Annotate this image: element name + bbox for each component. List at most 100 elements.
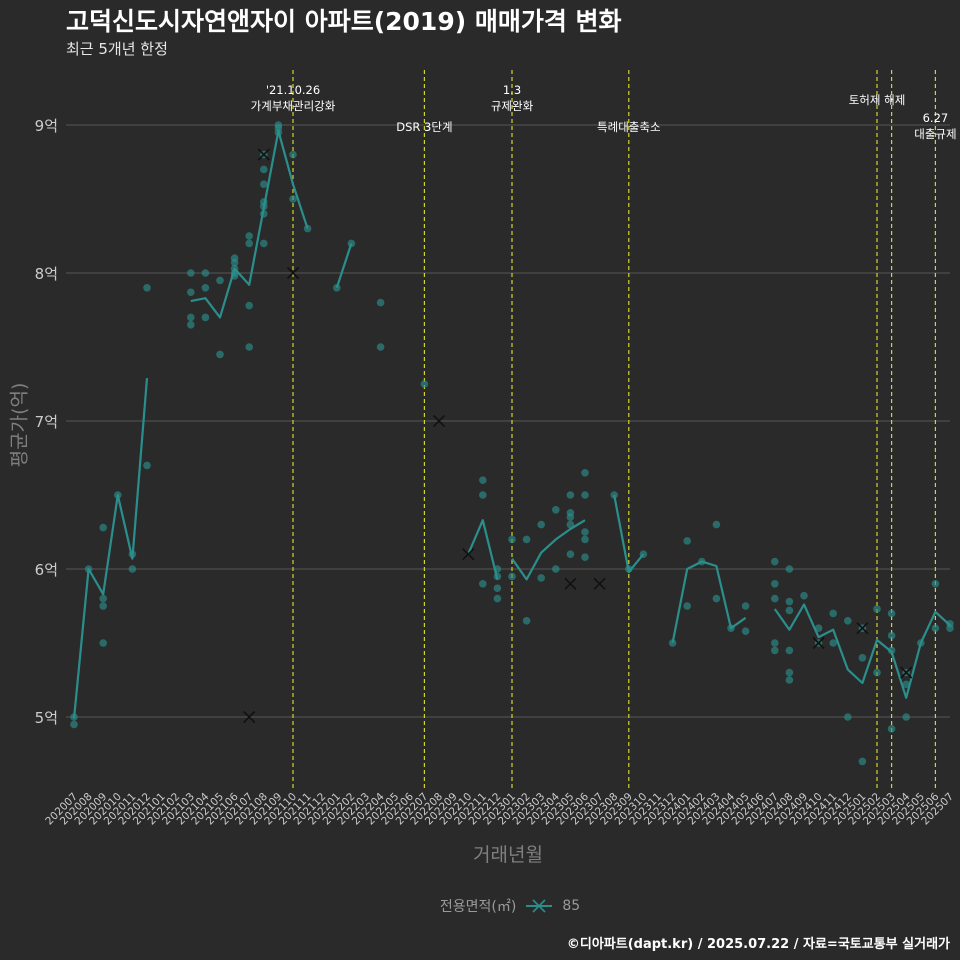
series-cross-markers — [243, 148, 913, 724]
y-tick-label: 8억 — [35, 265, 58, 283]
policy-annotation-label: 가계부채관리강화 — [251, 99, 336, 113]
series-lines — [72, 129, 951, 719]
data-point — [931, 580, 940, 588]
data-point — [376, 343, 385, 351]
data-cross-marker — [564, 577, 577, 590]
data-point — [785, 597, 794, 606]
data-point — [245, 239, 253, 248]
data-point — [844, 617, 852, 625]
data-point — [230, 272, 239, 280]
source-caption: ©디아파트(dapt.kr) / 2025.07.22 / 자료=국토교통부 실… — [566, 937, 950, 952]
data-point — [566, 550, 575, 558]
policy-annotation-label: 토허제 해제 — [849, 93, 906, 107]
data-point — [581, 491, 589, 499]
data-point — [289, 150, 297, 159]
policy-annotation-label: 규제완화 — [491, 99, 534, 113]
data-point — [420, 380, 429, 388]
data-point — [887, 725, 896, 733]
cross-stroke-b — [900, 666, 913, 679]
data-point — [829, 609, 837, 618]
data-point — [245, 232, 253, 240]
data-point — [712, 520, 721, 529]
data-point — [479, 580, 487, 588]
data-point — [887, 646, 896, 655]
data-point — [771, 580, 779, 588]
data-point — [902, 680, 910, 689]
data-point — [902, 713, 910, 721]
cross-stroke-b — [257, 148, 270, 161]
data-point — [493, 594, 502, 603]
data-point — [128, 550, 137, 558]
policy-annotation-label: 1.3 — [503, 83, 521, 97]
x-axis-ticks: 2020072020082020092020102020112020122021… — [43, 790, 956, 827]
data-cross-marker — [257, 148, 270, 161]
data-point — [858, 757, 867, 766]
series-line-segment — [671, 560, 747, 644]
data-point — [552, 565, 560, 573]
series-line-segment — [335, 243, 353, 289]
data-point — [537, 574, 545, 582]
cross-stroke-b — [593, 577, 606, 590]
data-point — [771, 639, 779, 647]
data-point — [727, 624, 735, 632]
data-point — [552, 506, 560, 514]
data-point — [143, 461, 151, 470]
y-tick-label: 5억 — [35, 709, 58, 727]
data-point — [639, 550, 648, 558]
y-tick-label: 6억 — [35, 561, 58, 579]
data-point — [187, 288, 195, 297]
data-point — [771, 646, 779, 655]
data-point — [70, 720, 78, 729]
data-point — [479, 476, 487, 485]
data-cross-marker — [243, 710, 256, 724]
data-cross-marker — [593, 577, 606, 590]
series-line-segment — [190, 129, 309, 319]
data-cross-marker — [462, 548, 475, 561]
data-point — [858, 654, 867, 662]
data-point — [260, 165, 268, 174]
data-cross-marker — [812, 636, 825, 650]
y-axis-ticks: 5억 6억 7억 8억 9억 — [35, 117, 58, 727]
policy-annotation-label: DSR 3단계 — [396, 120, 452, 134]
grid-lines — [66, 124, 950, 718]
data-point — [785, 606, 794, 615]
x-axis-title: 거래년월 — [473, 844, 543, 866]
chart-subtitle: 최근 5개년 한정 — [66, 40, 168, 58]
policy-annotation-label: 대출규제 — [914, 127, 956, 141]
data-point — [566, 491, 575, 499]
data-point — [581, 528, 589, 536]
data-point — [333, 284, 341, 292]
data-point — [844, 713, 852, 721]
data-point — [274, 128, 283, 137]
series-line-segment — [511, 519, 586, 581]
data-point — [522, 617, 531, 625]
data-point — [99, 594, 107, 603]
data-point — [260, 210, 268, 218]
data-point — [303, 224, 312, 233]
data-point — [230, 264, 239, 273]
data-point — [917, 639, 925, 647]
data-point — [187, 321, 195, 329]
data-point — [508, 572, 516, 581]
legend-title: 전용면적(㎡) — [439, 899, 517, 915]
data-point — [829, 639, 837, 647]
data-point — [289, 195, 297, 203]
data-point — [566, 520, 575, 529]
data-cross-marker — [900, 666, 913, 679]
data-point — [741, 602, 750, 610]
data-point — [771, 557, 779, 566]
cross-stroke-b — [812, 636, 825, 650]
data-point — [128, 565, 137, 573]
data-cross-marker — [286, 266, 300, 280]
series-line-segment — [72, 378, 149, 719]
data-cross-marker — [856, 622, 869, 635]
data-point — [741, 627, 750, 635]
data-point — [260, 180, 268, 188]
data-point — [187, 313, 195, 322]
data-point — [201, 269, 210, 277]
data-point — [522, 535, 531, 544]
data-point — [683, 537, 691, 545]
data-point — [537, 520, 545, 529]
legend-entry-85: 85 — [562, 898, 581, 914]
